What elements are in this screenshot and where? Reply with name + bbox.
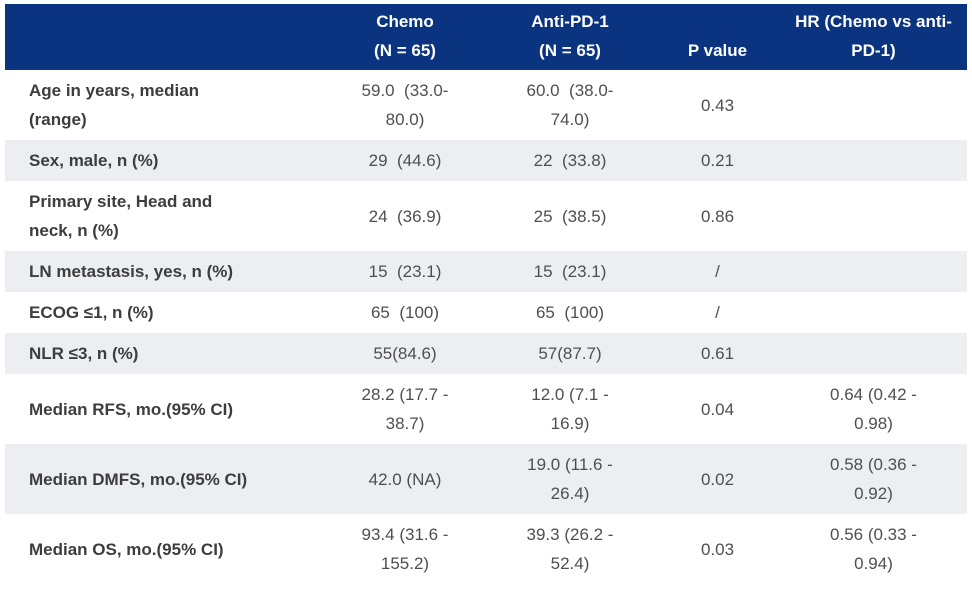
- table-row-nlr: NLR ≤3, n (%) 55(84.6) 57(87.7) 0.61: [5, 333, 967, 374]
- chemo-cell: 29 (44.6): [368, 151, 442, 170]
- anti-pd1-cell: 15 (23.1): [533, 262, 607, 281]
- anti-pd1-cell: 25 (38.5): [533, 206, 607, 226]
- chemo-cell: 65 (100): [370, 303, 440, 322]
- table-row-primary-site: Primary site, Head and neck, n (%) 24 (3…: [5, 181, 967, 251]
- table-row-sex: Sex, male, n (%) 29 (44.6) 22 (33.8) 0.2…: [5, 140, 967, 181]
- anti-pd1-cell: 57(87.7): [538, 344, 602, 363]
- p-value-cell: 0.02: [700, 469, 735, 489]
- table-row-ln-metastasis: LN metastasis, yes, n (%) 15 (23.1) 15 (…: [5, 251, 967, 292]
- p-value-cell: 0.86: [700, 206, 735, 226]
- row-label: NLR ≤3, n (%): [29, 344, 139, 363]
- comparison-table: Chemo (N = 65) Anti-PD-1 (N = 65) P valu…: [5, 4, 967, 584]
- anti-pd1-cell: 39.3 (26.2 - 52.4): [526, 525, 614, 573]
- p-value-cell: 0.43: [700, 95, 735, 115]
- chemo-cell: 42.0 (NA): [368, 469, 442, 489]
- hr-cell: [780, 333, 967, 374]
- hr-cell: [780, 70, 967, 140]
- p-value-cell: 0.61: [700, 344, 735, 363]
- row-label: Primary site, Head and neck, n (%): [29, 192, 213, 240]
- table-header: Chemo (N = 65) Anti-PD-1 (N = 65) P valu…: [5, 4, 967, 70]
- p-value-cell: /: [715, 262, 720, 281]
- row-label: Age in years, median (range): [29, 81, 200, 129]
- header-row: Chemo (N = 65) Anti-PD-1 (N = 65) P valu…: [5, 4, 967, 70]
- table-body: Age in years, median (range) 59.0 (33.0-…: [5, 70, 967, 584]
- hr-cell: [780, 251, 967, 292]
- p-value-cell: 0.04: [700, 399, 735, 419]
- table-row-ecog: ECOG ≤1, n (%) 65 (100) 65 (100) /: [5, 292, 967, 333]
- column-header-hr: HR (Chemo vs anti- PD-1): [780, 4, 967, 70]
- row-label: Median DMFS, mo.(95% CI): [29, 469, 248, 489]
- hr-cell: 0.56 (0.33 - 0.94): [830, 525, 917, 573]
- column-header-anti-pd1: Anti-PD-1 (N = 65): [485, 4, 655, 70]
- table-row-median-os: Median OS, mo.(95% CI) 93.4 (31.6 - 155.…: [5, 514, 967, 584]
- chemo-cell: 59.0 (33.0- 80.0): [361, 81, 449, 129]
- hr-cell: [780, 181, 967, 251]
- anti-pd1-cell: 22 (33.8): [533, 151, 607, 170]
- anti-pd1-cell: 60.0 (38.0- 74.0): [526, 81, 614, 129]
- column-header-empty: [5, 4, 325, 70]
- table-row-age: Age in years, median (range) 59.0 (33.0-…: [5, 70, 967, 140]
- hr-cell: [780, 140, 967, 181]
- row-label: Median RFS, mo.(95% CI): [29, 399, 234, 419]
- anti-pd1-cell: 12.0 (7.1 - 16.9): [531, 385, 609, 433]
- p-value-cell: /: [715, 303, 720, 322]
- chemo-cell: 55(84.6): [373, 344, 437, 363]
- anti-pd1-cell: 65 (100): [535, 303, 605, 322]
- anti-pd1-cell: 19.0 (11.6 - 26.4): [527, 455, 613, 503]
- hr-cell: 0.58 (0.36 - 0.92): [830, 455, 917, 503]
- row-label: ECOG ≤1, n (%): [29, 303, 154, 322]
- chemo-cell: 28.2 (17.7 - 38.7): [361, 385, 449, 433]
- hr-cell: 0.64 (0.42 - 0.98): [830, 385, 917, 433]
- row-label: Sex, male, n (%): [29, 151, 159, 170]
- hr-cell: [780, 292, 967, 333]
- row-label: LN metastasis, yes, n (%): [29, 262, 234, 281]
- column-header-p-value: P value: [655, 4, 780, 70]
- chemo-cell: 93.4 (31.6 - 155.2): [361, 525, 449, 573]
- table-row-median-dmfs: Median DMFS, mo.(95% CI) 42.0 (NA) 19.0 …: [5, 444, 967, 514]
- table-row-median-rfs: Median RFS, mo.(95% CI) 28.2 (17.7 - 38.…: [5, 374, 967, 444]
- chemo-cell: 24 (36.9): [368, 206, 442, 226]
- chemo-cell: 15 (23.1): [368, 262, 442, 281]
- p-value-cell: 0.21: [700, 151, 735, 170]
- column-header-chemo: Chemo (N = 65): [325, 4, 485, 70]
- p-value-cell: 0.03: [700, 539, 735, 559]
- row-label: Median OS, mo.(95% CI): [29, 539, 224, 559]
